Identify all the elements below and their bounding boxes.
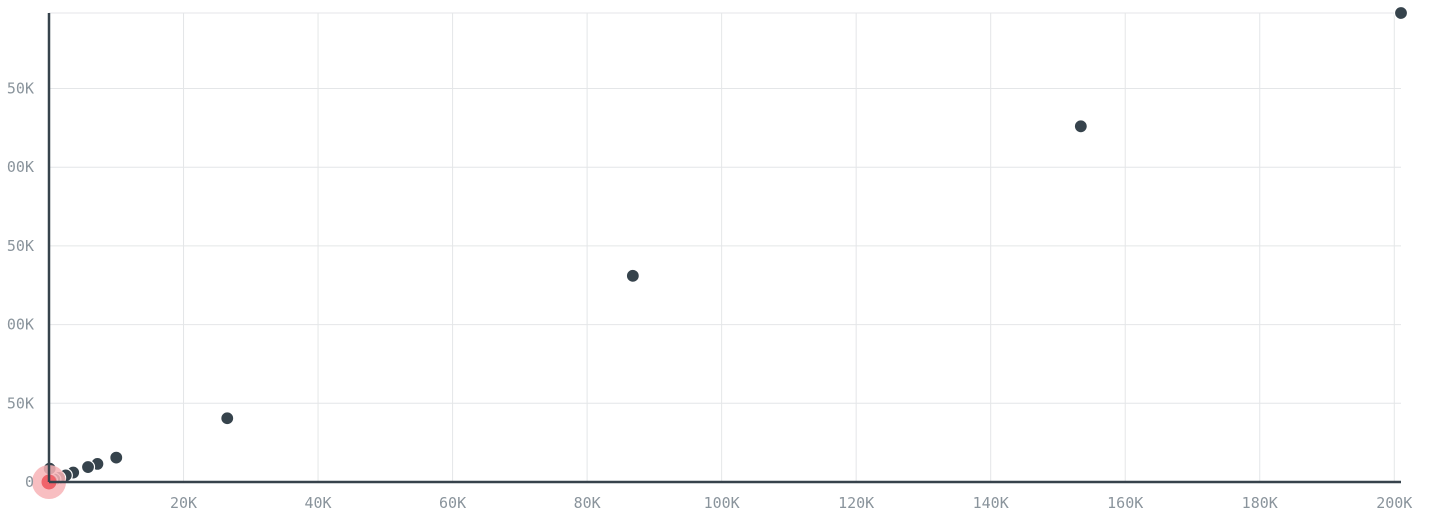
y-tick-label: 50K	[7, 80, 34, 98]
data-points	[32, 5, 1409, 499]
x-tick-label: 60K	[439, 494, 466, 512]
x-tick-label: 100K	[704, 494, 740, 512]
y-tick-labels: 0 50K 00K 50K 00K 50K	[7, 80, 34, 491]
data-point[interactable]	[80, 459, 96, 475]
data-point[interactable]	[1393, 5, 1409, 21]
x-tick-label: 160K	[1107, 494, 1143, 512]
axes	[47, 13, 1401, 484]
x-tick-label: 20K	[170, 494, 197, 512]
data-point[interactable]	[625, 268, 640, 283]
x-tick-label: 40K	[305, 494, 332, 512]
x-tick-label: 180K	[1242, 494, 1278, 512]
y-tick-label: 0	[25, 473, 34, 491]
x-tick-label: 140K	[973, 494, 1009, 512]
y-tick-label: 50K	[7, 237, 34, 255]
x-tick-label: 200K	[1376, 494, 1412, 512]
y-tick-label: 50K	[7, 394, 34, 412]
grid-lines	[49, 12, 1401, 482]
y-tick-label: 00K	[7, 316, 34, 334]
data-point[interactable]	[1073, 119, 1088, 134]
data-point[interactable]	[220, 411, 235, 426]
data-point[interactable]	[109, 450, 124, 465]
x-tick-label: 120K	[838, 494, 874, 512]
x-tick-labels: 20K 40K 60K 80K 100K 120K 140K 160K 180K 200K	[170, 494, 1412, 512]
x-tick-label: 80K	[574, 494, 601, 512]
y-tick-label: 00K	[7, 158, 34, 176]
